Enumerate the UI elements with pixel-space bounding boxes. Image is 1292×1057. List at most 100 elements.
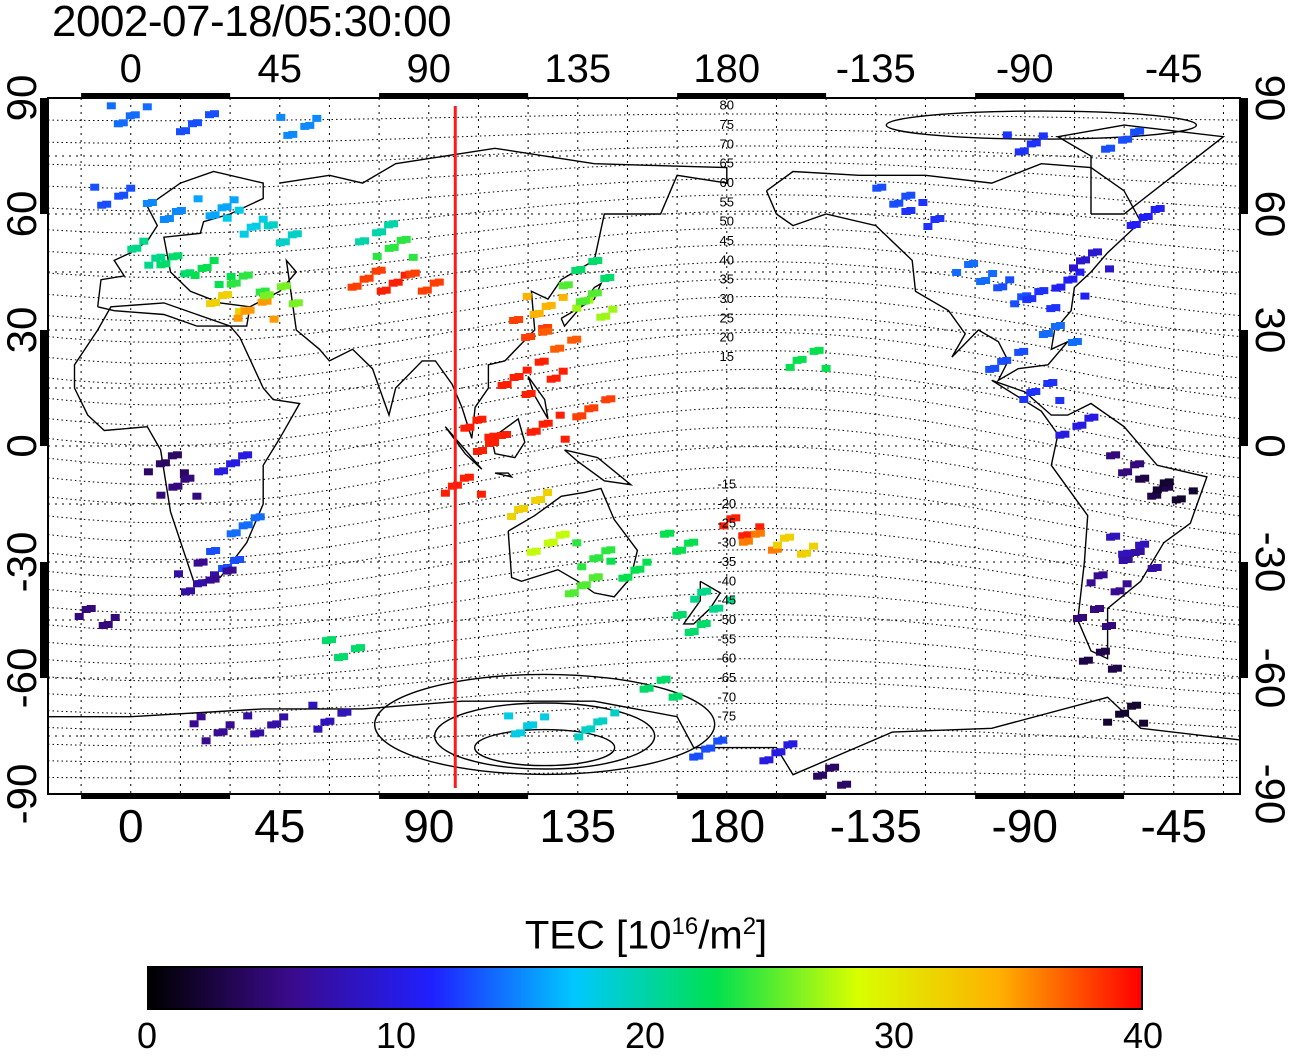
tec-point [337,709,347,717]
tec-point [1112,664,1122,672]
tec-point [243,451,253,459]
tec-point [560,435,570,443]
tec-point [906,207,916,214]
bottom-lon-label: -45 [1141,800,1207,852]
contour-line [48,145,1240,167]
tec-point [726,596,736,604]
tec-point [1135,127,1145,135]
tec-point [206,548,216,555]
tec-point [156,491,166,499]
contour-label: -20 [717,496,736,511]
tec-point [269,315,279,323]
tec-point [281,282,291,290]
tec-point [417,287,427,295]
tec-point [227,566,237,574]
tec-point [543,419,553,427]
tec-point [1106,452,1116,460]
tec-point [539,357,549,365]
tec-point [555,344,565,352]
tec-point [988,270,998,277]
tec-point [689,538,699,546]
colorbar-tick-label: 0 [136,1015,158,1056]
left-latitude-labels: 90 60 30 0 -30 -60 -90 [0,75,45,825]
tec-point [384,221,394,229]
tec-point [529,310,539,318]
magnetic-latitude-contours [48,110,1240,779]
tec-point [1103,718,1113,726]
tec-point [558,282,568,290]
tec-point [601,547,611,555]
tec-point [1107,622,1116,629]
contour-labels: 80 75 70 65 60 55 50 45 40 35 30 25 20 15 -15 -20 -25 -30… [717,98,736,724]
tec-point [1139,719,1149,727]
tec-point [1123,468,1133,476]
tec-point [288,130,298,138]
contour-label: -55 [717,631,736,646]
tec-point [577,563,587,571]
tec-point [251,222,261,230]
tec-point [998,283,1008,291]
tec-point [288,300,298,308]
tec-point [181,588,190,596]
tec-point [376,287,386,295]
tec-point [1123,549,1133,557]
tec-point [726,515,736,523]
tec-point [1135,475,1145,483]
tec-point [238,272,248,280]
tec-point [384,244,394,252]
tec-point [1080,292,1090,300]
tec-point [312,114,322,122]
contour-line [48,613,1240,665]
tec-point [901,208,911,215]
tec-point [701,620,711,627]
tec-point [1084,414,1094,422]
tec-point [606,557,616,565]
tec-point [1188,487,1198,495]
coastline [249,147,728,439]
top-lon-label: 90 [407,47,452,91]
tec-point [575,298,585,306]
tec-point [478,447,487,454]
tec-point [598,717,608,725]
tec-point [371,267,381,275]
tec-point [405,270,415,278]
tec-point [1115,710,1125,718]
top-lon-label: 180 [693,47,760,91]
tec-point [193,195,203,203]
coastline [494,472,514,479]
tec-point [521,391,531,398]
tec-point [223,291,233,299]
contour-line [48,350,1240,426]
tec-point [325,717,335,725]
tec-point [1164,478,1174,486]
tec-point [694,752,704,760]
tec-point [139,237,149,245]
tec-point [211,547,221,554]
contour-label: 45 [720,233,734,248]
tec-point [210,575,220,583]
tec-point [522,366,532,374]
tec-point [677,611,687,618]
tec-point [502,431,511,438]
tec-point [293,299,303,307]
tec-point [507,513,517,520]
tec-point [697,588,707,596]
tec-point [690,595,700,603]
tec-point [531,427,541,435]
contour-line [48,227,1240,279]
tec-point [235,308,245,316]
tec-point [504,712,514,720]
tec-point [180,270,190,278]
axis-bar-right [1240,562,1248,678]
tec-point [218,292,228,300]
tec-point [701,745,711,753]
tec-point [618,574,628,582]
tec-point [322,637,331,645]
tec-point [381,286,391,294]
tec-point [231,459,241,467]
tec-point [355,238,365,246]
contour-label: 40 [720,252,734,267]
tec-point [401,235,411,243]
tec-point [1043,380,1053,387]
tec-point [174,570,183,578]
